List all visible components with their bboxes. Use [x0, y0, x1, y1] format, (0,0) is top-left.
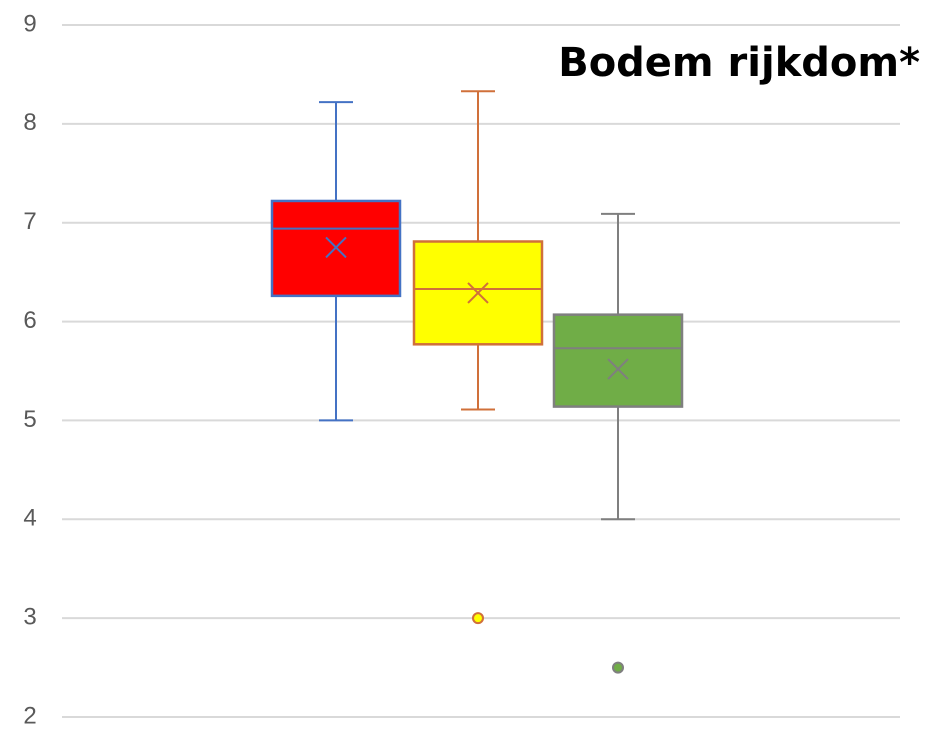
box [552, 313, 684, 408]
chart-title: Bodem rijkdom* [558, 40, 920, 86]
y-tick-label: 7 [23, 208, 36, 235]
y-tick-label: 4 [23, 505, 36, 532]
mean-stroke [607, 358, 629, 380]
y-tick-label: 2 [23, 702, 36, 729]
y-tick-label: 5 [23, 406, 36, 433]
y-tick-label: 8 [23, 109, 36, 136]
outlier [472, 612, 484, 625]
mean-marker [325, 236, 347, 259]
y-tick-label: 6 [23, 307, 36, 334]
mean-marker [607, 358, 629, 380]
mean-stroke [325, 236, 347, 259]
y-tick-label: 9 [23, 10, 36, 37]
y-tick-label: 3 [23, 603, 36, 630]
mean-stroke [467, 282, 489, 304]
mean-marker [467, 282, 489, 304]
outlier [612, 661, 624, 674]
